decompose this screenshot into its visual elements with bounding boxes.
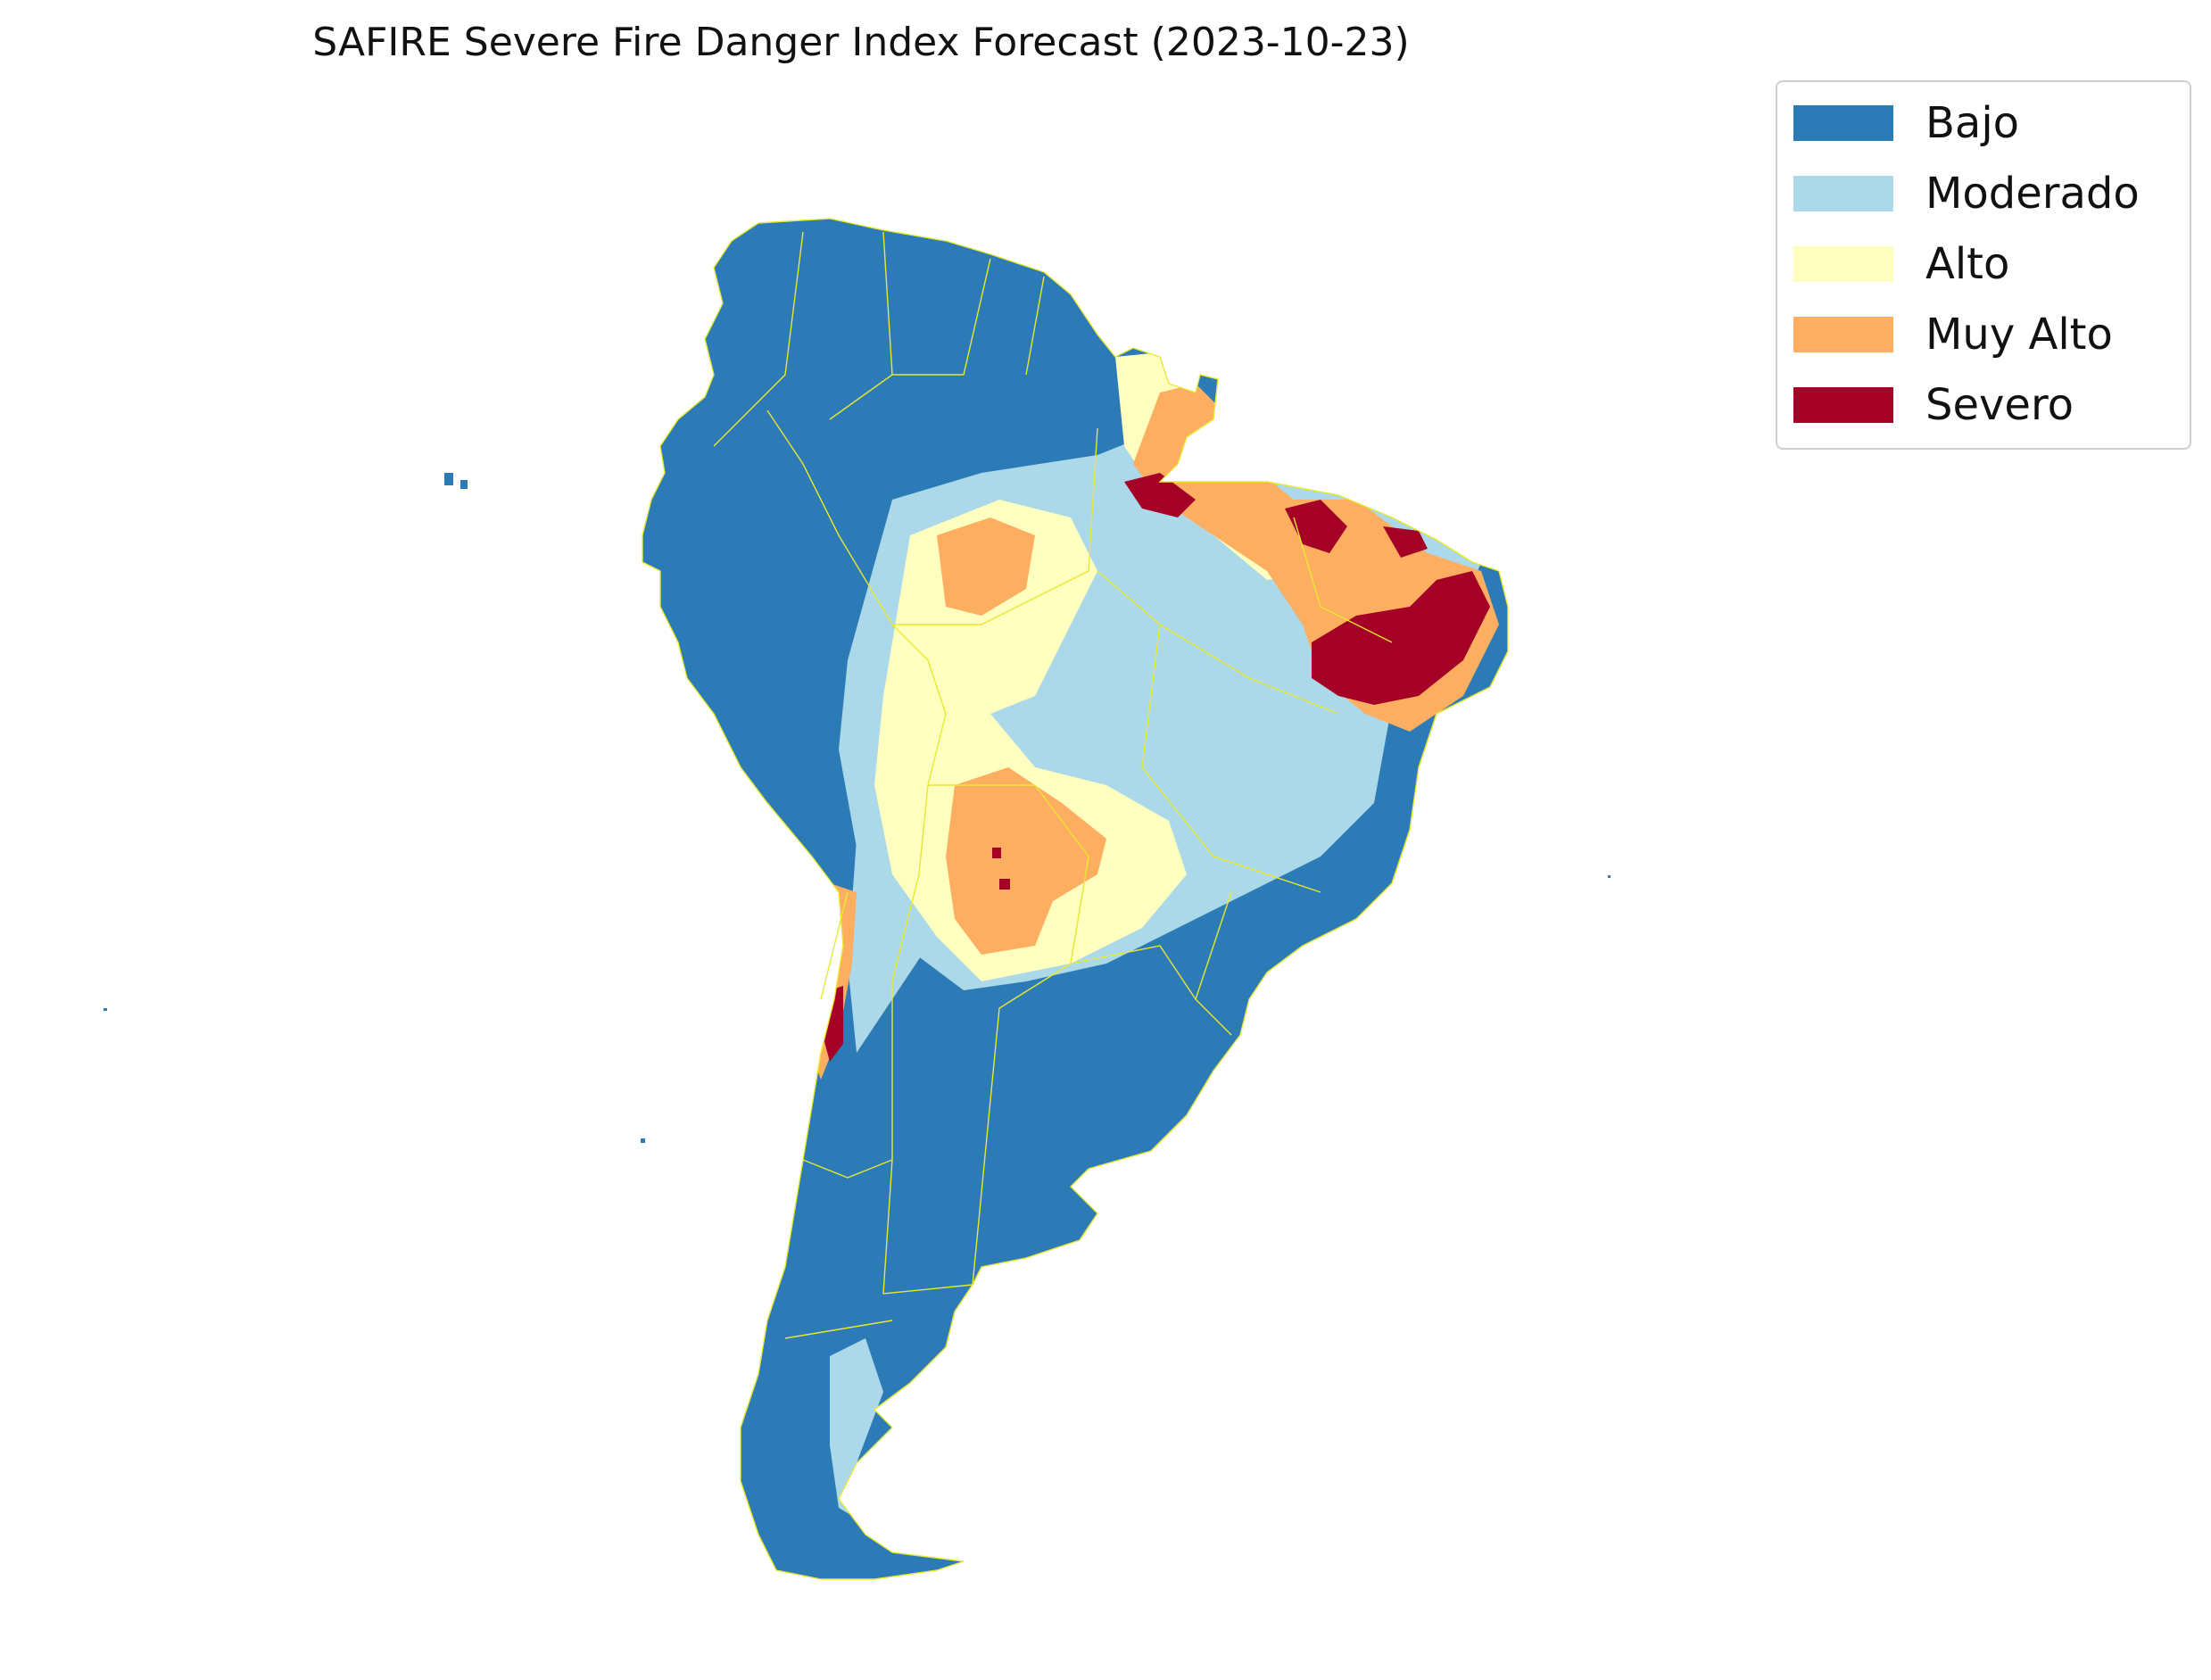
continent-outline bbox=[642, 218, 1509, 1580]
zone-severo-bolivia-2 bbox=[999, 879, 1010, 890]
border-lines bbox=[713, 231, 1393, 1339]
island-small-3 bbox=[1608, 875, 1611, 878]
legend-swatch bbox=[1793, 387, 1893, 423]
map-title: SAFIRE Severe Fire Danger Index Forecast… bbox=[312, 20, 1410, 65]
legend-swatch bbox=[1793, 105, 1893, 141]
zone-severo-northeast bbox=[1312, 571, 1490, 705]
legend-label: Alto bbox=[1925, 239, 2010, 289]
island-small-1 bbox=[641, 1138, 645, 1143]
zone-severo-bolivia-1 bbox=[992, 848, 1001, 858]
zone-severo-coast-3 bbox=[1383, 526, 1428, 558]
legend: Bajo Moderado Alto Muy Alto Severo bbox=[1776, 80, 2191, 450]
legend-swatch bbox=[1793, 176, 1893, 211]
islands bbox=[104, 473, 1611, 1143]
legend-label: Muy Alto bbox=[1925, 310, 2113, 360]
zone-muy-alto-bolivia bbox=[946, 767, 1106, 955]
legend-label: Severo bbox=[1925, 380, 2074, 430]
legend-label: Bajo bbox=[1925, 98, 2020, 148]
zone-muy-alto-amazon bbox=[937, 517, 1035, 616]
galapagos-islands-2 bbox=[460, 480, 468, 489]
legend-swatch bbox=[1793, 246, 1893, 282]
legend-label: Moderado bbox=[1925, 169, 2140, 219]
zone-severo-coast-1 bbox=[1124, 473, 1196, 517]
galapagos-islands bbox=[444, 473, 453, 485]
country-borders bbox=[642, 218, 1509, 1580]
legend-swatch bbox=[1793, 317, 1893, 352]
island-small-2 bbox=[104, 1008, 107, 1011]
